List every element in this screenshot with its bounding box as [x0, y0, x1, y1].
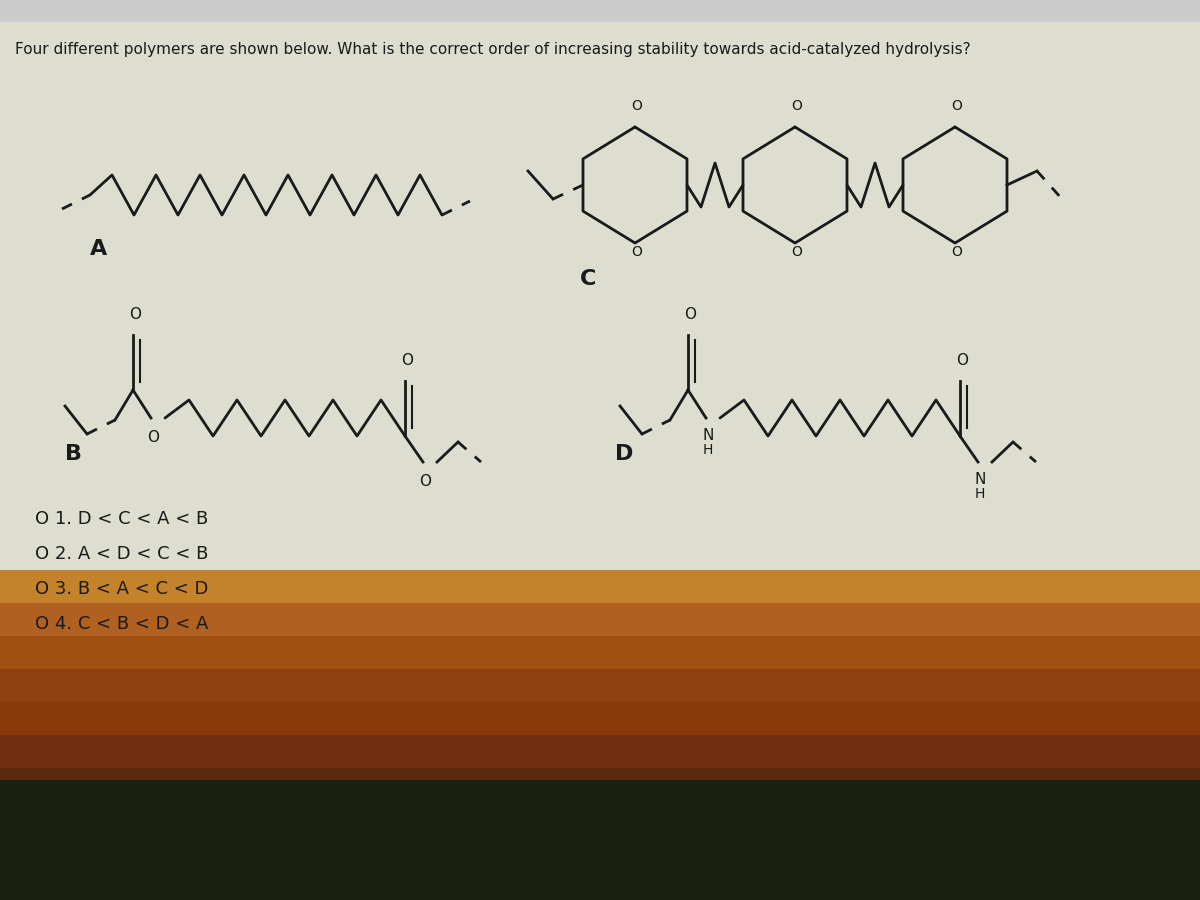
Bar	[0, 834, 1200, 868]
Text: B: B	[65, 444, 82, 464]
Text: H: H	[974, 487, 985, 501]
Text: H: H	[703, 443, 713, 457]
Text: O: O	[631, 99, 642, 113]
Text: O: O	[792, 245, 803, 259]
Text: O: O	[130, 307, 142, 322]
Text: Four different polymers are shown below. What is the correct order of increasing: Four different polymers are shown below.…	[14, 42, 971, 57]
Bar	[0, 669, 1200, 703]
Bar	[0, 0, 1200, 22]
Text: O 4. C < B < D < A: O 4. C < B < D < A	[35, 615, 209, 633]
Bar	[0, 780, 1200, 900]
Text: O: O	[631, 245, 642, 259]
Text: O: O	[419, 474, 431, 489]
Bar	[0, 636, 1200, 670]
Text: O: O	[952, 99, 962, 113]
Bar	[0, 570, 1200, 604]
Text: N: N	[974, 472, 985, 487]
Bar	[0, 702, 1200, 736]
Bar	[0, 603, 1200, 637]
Text: O 3. B < A < C < D: O 3. B < A < C < D	[35, 580, 209, 598]
Text: O 1. D < C < A < B: O 1. D < C < A < B	[35, 510, 209, 528]
Text: O: O	[148, 430, 158, 445]
Bar	[0, 768, 1200, 802]
Text: O: O	[401, 353, 413, 368]
Text: O: O	[792, 99, 803, 113]
Text: O: O	[684, 307, 696, 322]
Text: D: D	[616, 444, 634, 464]
Text: O: O	[956, 353, 968, 368]
Text: A: A	[90, 239, 107, 259]
Text: O 2. A < D < C < B: O 2. A < D < C < B	[35, 545, 209, 563]
Text: C: C	[580, 269, 596, 289]
Bar	[0, 735, 1200, 769]
Text: N: N	[702, 428, 714, 443]
Bar	[0, 801, 1200, 835]
Bar	[0, 867, 1200, 900]
Text: O: O	[952, 245, 962, 259]
Bar	[0, 0, 1200, 570]
